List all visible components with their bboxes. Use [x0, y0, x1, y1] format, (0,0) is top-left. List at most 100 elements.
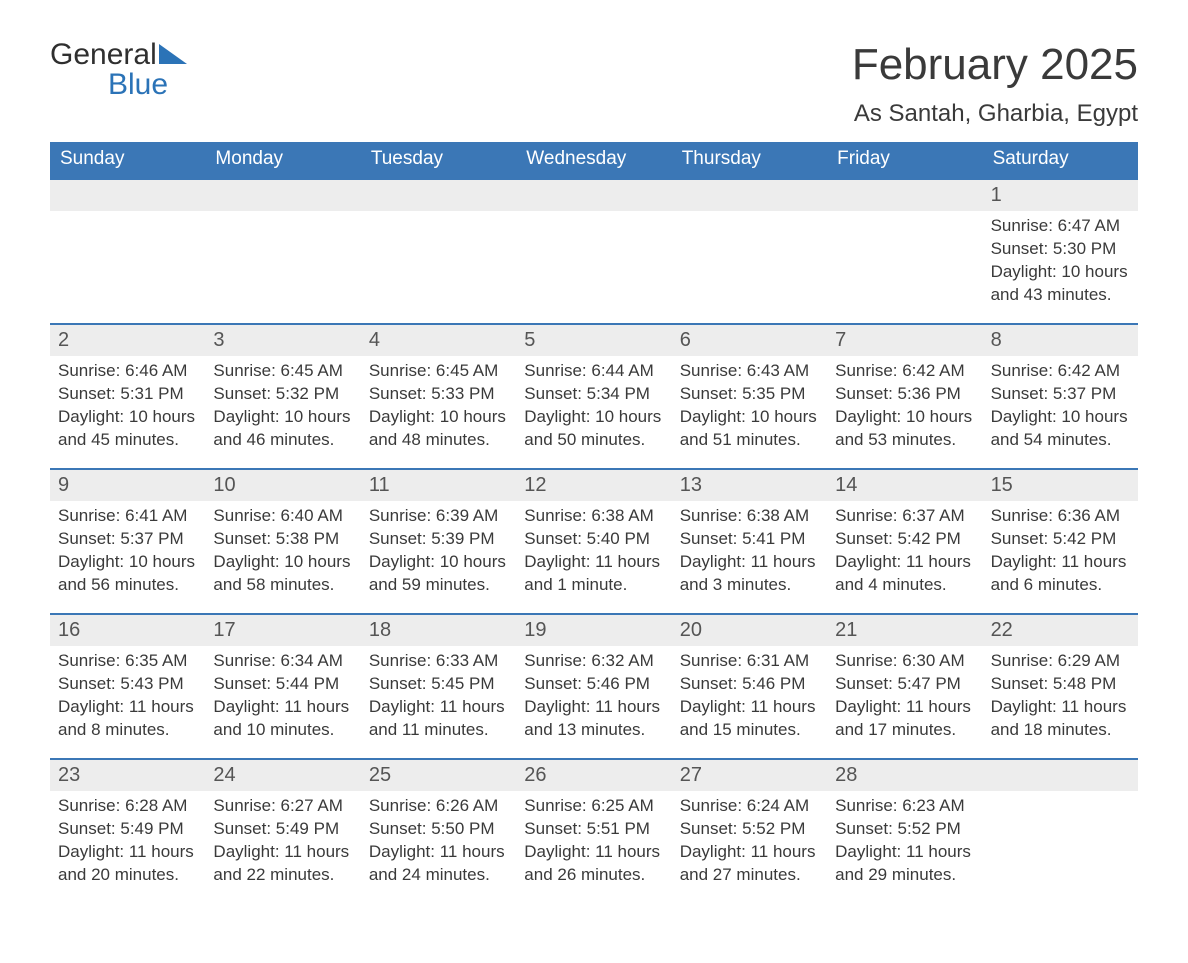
- sunrise-text: Sunrise: 6:44 AM: [524, 360, 663, 383]
- sunrise-text: Sunrise: 6:31 AM: [680, 650, 819, 673]
- day-detail-cell: Sunrise: 6:26 AMSunset: 5:50 PMDaylight:…: [361, 791, 516, 887]
- sunset-text: Sunset: 5:51 PM: [524, 818, 663, 841]
- daylight-text: Daylight: 11 hours and 10 minutes.: [213, 696, 352, 742]
- day-detail-cell: Sunrise: 6:30 AMSunset: 5:47 PMDaylight:…: [827, 646, 982, 742]
- weekday-header-row: SundayMondayTuesdayWednesdayThursdayFrid…: [50, 142, 1138, 178]
- day-detail-cell: Sunrise: 6:25 AMSunset: 5:51 PMDaylight:…: [516, 791, 671, 887]
- daylight-text: Daylight: 11 hours and 6 minutes.: [991, 551, 1130, 597]
- sunset-text: Sunset: 5:41 PM: [680, 528, 819, 551]
- weeks-container: 1Sunrise: 6:47 AMSunset: 5:30 PMDaylight…: [50, 178, 1138, 887]
- day-number-row: 232425262728: [50, 758, 1138, 791]
- day-number: 26: [516, 760, 671, 791]
- sunrise-text: Sunrise: 6:43 AM: [680, 360, 819, 383]
- sunset-text: Sunset: 5:37 PM: [58, 528, 197, 551]
- day-number-row: 9101112131415: [50, 468, 1138, 501]
- day-number: 13: [672, 470, 827, 501]
- logo-word-general: General: [50, 38, 157, 71]
- sunset-text: Sunset: 5:49 PM: [213, 818, 352, 841]
- daylight-text: Daylight: 11 hours and 15 minutes.: [680, 696, 819, 742]
- daylight-text: Daylight: 10 hours and 50 minutes.: [524, 406, 663, 452]
- day-detail-row: Sunrise: 6:46 AMSunset: 5:31 PMDaylight:…: [50, 356, 1138, 452]
- logo-triangle-icon: [159, 44, 187, 69]
- day-number: 1: [983, 180, 1138, 211]
- day-detail-cell: Sunrise: 6:31 AMSunset: 5:46 PMDaylight:…: [672, 646, 827, 742]
- day-number: [50, 180, 205, 211]
- sunset-text: Sunset: 5:34 PM: [524, 383, 663, 406]
- sunset-text: Sunset: 5:37 PM: [991, 383, 1130, 406]
- weekday-header-cell: Sunday: [50, 142, 205, 178]
- sunset-text: Sunset: 5:50 PM: [369, 818, 508, 841]
- sunrise-text: Sunrise: 6:34 AM: [213, 650, 352, 673]
- day-detail-row: Sunrise: 6:41 AMSunset: 5:37 PMDaylight:…: [50, 501, 1138, 597]
- daylight-text: Daylight: 10 hours and 48 minutes.: [369, 406, 508, 452]
- daylight-text: Daylight: 11 hours and 8 minutes.: [58, 696, 197, 742]
- day-detail-cell: Sunrise: 6:34 AMSunset: 5:44 PMDaylight:…: [205, 646, 360, 742]
- sunset-text: Sunset: 5:49 PM: [58, 818, 197, 841]
- day-detail-cell: Sunrise: 6:44 AMSunset: 5:34 PMDaylight:…: [516, 356, 671, 452]
- sunset-text: Sunset: 5:30 PM: [991, 238, 1130, 261]
- weekday-header-cell: Tuesday: [361, 142, 516, 178]
- daylight-text: Daylight: 11 hours and 11 minutes.: [369, 696, 508, 742]
- page: General Blue February 2025 As Santah, Gh…: [0, 0, 1188, 963]
- day-detail-row: Sunrise: 6:47 AMSunset: 5:30 PMDaylight:…: [50, 211, 1138, 307]
- month-title: February 2025: [852, 40, 1138, 90]
- daylight-text: Daylight: 11 hours and 17 minutes.: [835, 696, 974, 742]
- day-detail-cell: Sunrise: 6:32 AMSunset: 5:46 PMDaylight:…: [516, 646, 671, 742]
- day-number: 4: [361, 325, 516, 356]
- sunrise-text: Sunrise: 6:41 AM: [58, 505, 197, 528]
- day-number: 22: [983, 615, 1138, 646]
- day-detail-cell: Sunrise: 6:42 AMSunset: 5:37 PMDaylight:…: [983, 356, 1138, 452]
- day-number: 7: [827, 325, 982, 356]
- day-detail-cell: Sunrise: 6:33 AMSunset: 5:45 PMDaylight:…: [361, 646, 516, 742]
- day-number: 25: [361, 760, 516, 791]
- sunset-text: Sunset: 5:36 PM: [835, 383, 974, 406]
- sunset-text: Sunset: 5:52 PM: [680, 818, 819, 841]
- sunset-text: Sunset: 5:40 PM: [524, 528, 663, 551]
- day-number-row: 1: [50, 178, 1138, 211]
- sunset-text: Sunset: 5:48 PM: [991, 673, 1130, 696]
- day-number: 12: [516, 470, 671, 501]
- day-detail-cell: Sunrise: 6:28 AMSunset: 5:49 PMDaylight:…: [50, 791, 205, 887]
- day-number: [361, 180, 516, 211]
- sunset-text: Sunset: 5:38 PM: [213, 528, 352, 551]
- day-detail-cell: [361, 211, 516, 307]
- daylight-text: Daylight: 11 hours and 18 minutes.: [991, 696, 1130, 742]
- sunset-text: Sunset: 5:46 PM: [680, 673, 819, 696]
- sunrise-text: Sunrise: 6:35 AM: [58, 650, 197, 673]
- brand-logo: General Blue: [50, 40, 187, 100]
- day-number: 20: [672, 615, 827, 646]
- day-detail-row: Sunrise: 6:35 AMSunset: 5:43 PMDaylight:…: [50, 646, 1138, 742]
- day-detail-cell: Sunrise: 6:45 AMSunset: 5:32 PMDaylight:…: [205, 356, 360, 452]
- day-number: 21: [827, 615, 982, 646]
- sunset-text: Sunset: 5:44 PM: [213, 673, 352, 696]
- day-detail-cell: Sunrise: 6:45 AMSunset: 5:33 PMDaylight:…: [361, 356, 516, 452]
- day-detail-cell: Sunrise: 6:27 AMSunset: 5:49 PMDaylight:…: [205, 791, 360, 887]
- daylight-text: Daylight: 11 hours and 3 minutes.: [680, 551, 819, 597]
- sunrise-text: Sunrise: 6:38 AM: [680, 505, 819, 528]
- day-number: 2: [50, 325, 205, 356]
- daylight-text: Daylight: 10 hours and 43 minutes.: [991, 261, 1130, 307]
- day-detail-cell: Sunrise: 6:35 AMSunset: 5:43 PMDaylight:…: [50, 646, 205, 742]
- sunrise-text: Sunrise: 6:45 AM: [369, 360, 508, 383]
- sunrise-text: Sunrise: 6:42 AM: [991, 360, 1130, 383]
- day-detail-cell: Sunrise: 6:36 AMSunset: 5:42 PMDaylight:…: [983, 501, 1138, 597]
- day-number: 3: [205, 325, 360, 356]
- daylight-text: Daylight: 10 hours and 45 minutes.: [58, 406, 197, 452]
- day-number-row: 16171819202122: [50, 613, 1138, 646]
- daylight-text: Daylight: 10 hours and 56 minutes.: [58, 551, 197, 597]
- sunrise-text: Sunrise: 6:30 AM: [835, 650, 974, 673]
- daylight-text: Daylight: 10 hours and 54 minutes.: [991, 406, 1130, 452]
- sunrise-text: Sunrise: 6:39 AM: [369, 505, 508, 528]
- day-number: 15: [983, 470, 1138, 501]
- sunrise-text: Sunrise: 6:24 AM: [680, 795, 819, 818]
- sunrise-text: Sunrise: 6:46 AM: [58, 360, 197, 383]
- day-number: 17: [205, 615, 360, 646]
- day-number: 27: [672, 760, 827, 791]
- weekday-header-cell: Wednesday: [516, 142, 671, 178]
- day-number: [827, 180, 982, 211]
- day-number: 8: [983, 325, 1138, 356]
- day-number: 16: [50, 615, 205, 646]
- daylight-text: Daylight: 10 hours and 58 minutes.: [213, 551, 352, 597]
- day-detail-row: Sunrise: 6:28 AMSunset: 5:49 PMDaylight:…: [50, 791, 1138, 887]
- location-text: As Santah, Gharbia, Egypt: [852, 100, 1138, 128]
